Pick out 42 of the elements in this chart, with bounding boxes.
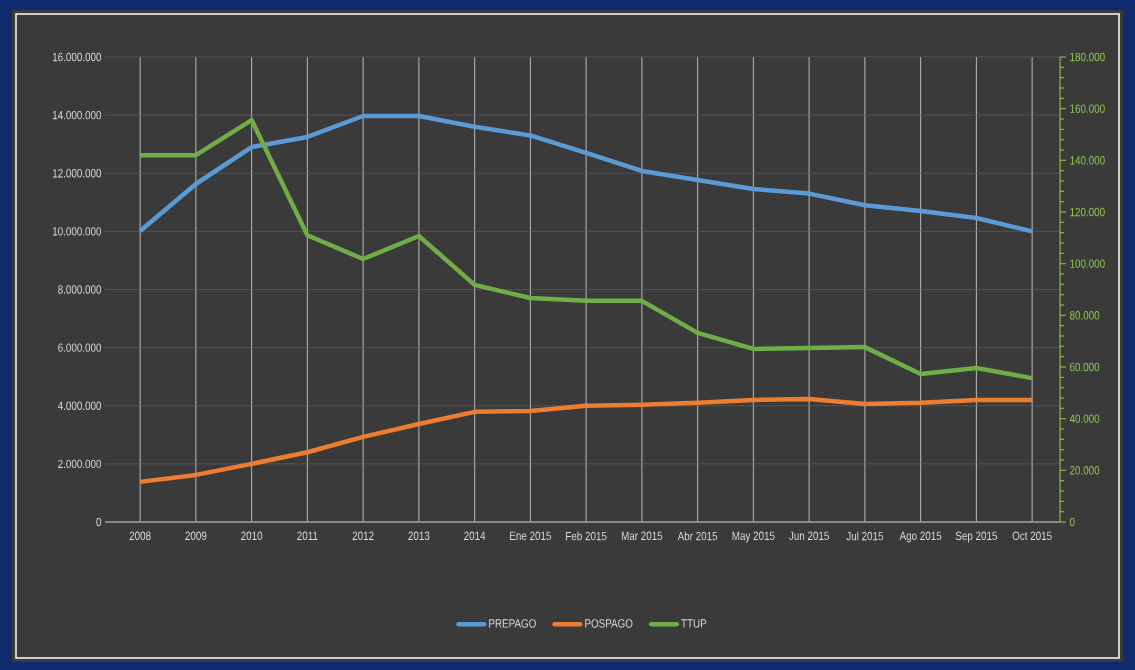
x-tick-label: Feb 2015 (566, 531, 607, 541)
y-tick-label: 6.000.000 (58, 343, 102, 352)
legend-label: TTUP (681, 619, 707, 628)
line-series (137, 113, 1035, 234)
legend-label: PREPAGO (489, 619, 536, 628)
y2-tick-label: 40.000 (1069, 414, 1100, 423)
x-tick-label: Abr 2015 (677, 531, 718, 541)
x-tick-label: Ago 2015 (899, 531, 942, 543)
y2-tick-label: 120.000 (1070, 207, 1105, 217)
y2-tick-label: 20.000 (1070, 466, 1100, 475)
y2-tick-label: 160.000 (1070, 104, 1105, 113)
y-tick-label: 16.000.000 (52, 52, 102, 62)
y2-tick-label: 60.000 (1070, 362, 1100, 372)
x-tick-label: 2014 (464, 531, 486, 541)
y-tick-label: 10.000.000 (52, 227, 102, 236)
line-series (137, 396, 1035, 485)
y2-tick-label: 140.000 (1070, 156, 1105, 165)
y-tick-label: 4.000.000 (57, 401, 102, 410)
x-tick-label: Sep 2015 (955, 531, 998, 543)
y2-tick-label: 0 (1069, 517, 1075, 527)
x-tick-label: 2013 (408, 531, 430, 541)
y2-tick-label: 180.000 (1070, 52, 1105, 62)
y-tick-label: 8.000.000 (58, 285, 102, 294)
y2-tick-label: 80.000 (1069, 311, 1100, 320)
x-tick-label: 2009 (185, 531, 207, 541)
x-tick-label: Oct 2015 (1012, 531, 1052, 541)
legend-label: POSPAGO (585, 619, 633, 628)
y2-tick-label: 100.000 (1070, 259, 1105, 268)
line-series (137, 117, 1035, 381)
x-tick-label: Jul 2015 (846, 531, 884, 541)
x-tick-label: May 2015 (732, 531, 775, 543)
x-tick-label: Ene 2015 (510, 531, 552, 541)
x-tick-label: 2008 (129, 531, 151, 541)
x-tick-label: 2011 (297, 531, 318, 541)
y-tick-label: 2.000.000 (58, 459, 102, 469)
y-tick-label: 0 (96, 517, 102, 527)
y-tick-label: 12.000.000 (52, 169, 102, 178)
x-tick-label: 2012 (352, 531, 374, 541)
x-tick-label: Jun 2015 (789, 531, 829, 541)
y-tick-label: 14.000.000 (52, 110, 102, 120)
x-tick-label: 2010 (241, 531, 263, 541)
x-tick-label: Mar 2015 (621, 531, 663, 541)
